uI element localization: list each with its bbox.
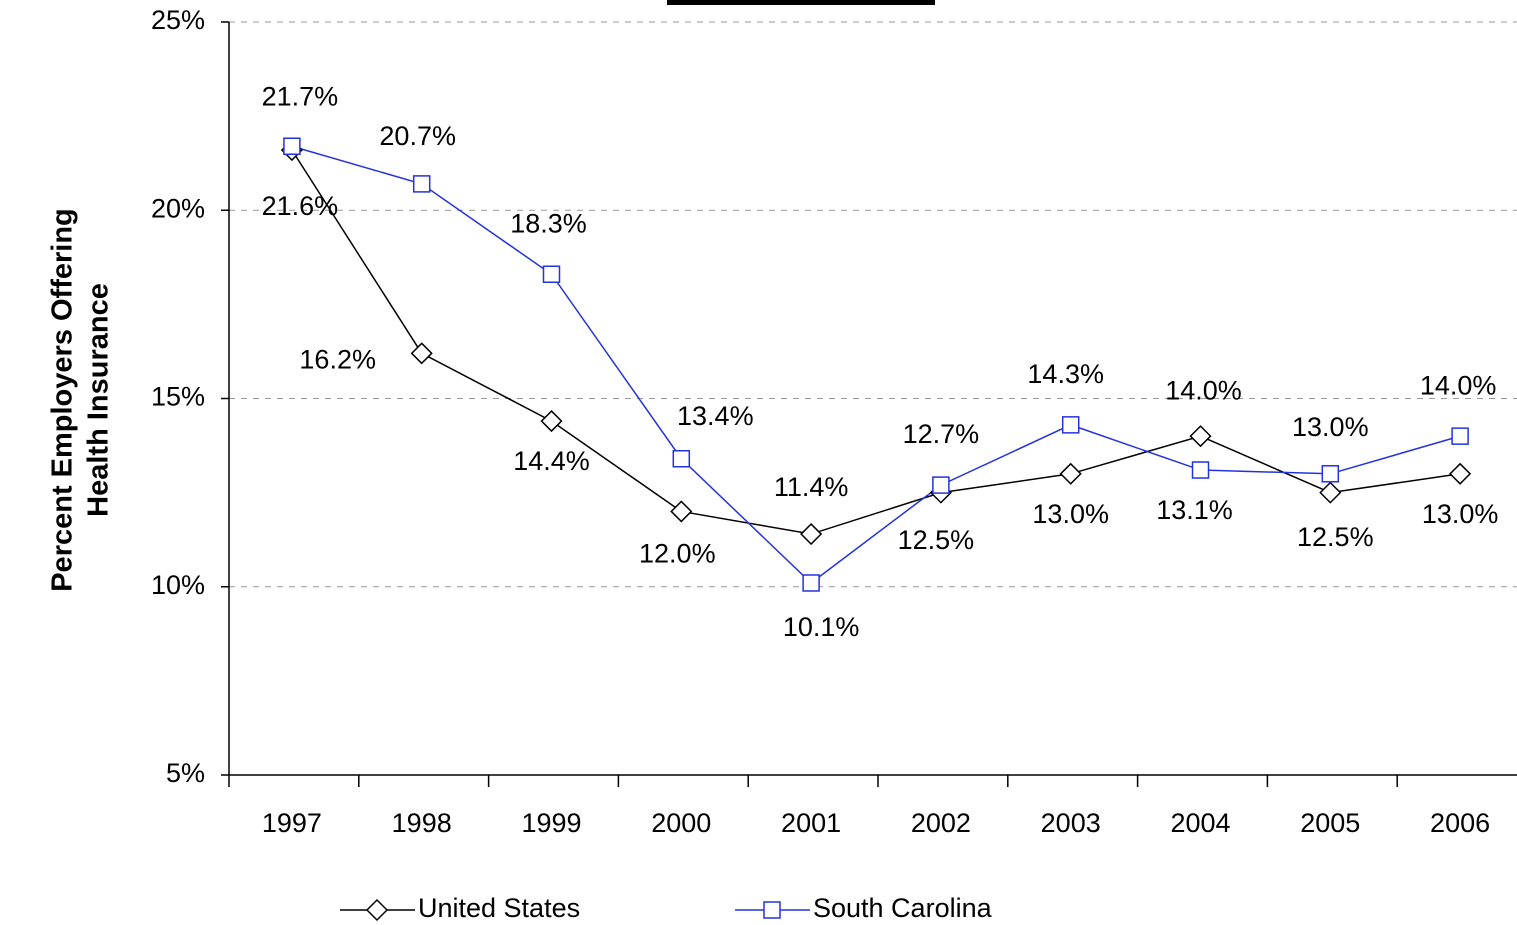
marker bbox=[1191, 461, 1210, 479]
data-label: 21.7% bbox=[262, 81, 339, 111]
data-label: 12.7% bbox=[903, 419, 980, 449]
x-tick-label: 2003 bbox=[1041, 808, 1101, 838]
x-tick-label: 1998 bbox=[392, 808, 452, 838]
data-label: 16.2% bbox=[299, 344, 376, 374]
y-tick-label: 25% bbox=[151, 5, 205, 35]
marker bbox=[1059, 462, 1082, 485]
marker bbox=[802, 574, 820, 592]
x-tick-label: 1999 bbox=[521, 808, 581, 838]
y-tick-label: 20% bbox=[151, 193, 205, 223]
y-tick-label: 10% bbox=[151, 570, 205, 600]
marker bbox=[365, 898, 389, 922]
x-tick-label: 2002 bbox=[911, 808, 971, 838]
data-label: 13.0% bbox=[1422, 499, 1499, 529]
marker bbox=[283, 137, 301, 155]
x-tick-label: 2005 bbox=[1300, 808, 1360, 838]
marker bbox=[540, 410, 563, 433]
marker bbox=[1449, 462, 1472, 485]
data-label: 14.4% bbox=[513, 446, 590, 476]
marker bbox=[1451, 427, 1469, 445]
marker bbox=[1061, 416, 1080, 434]
y-tick-label: 5% bbox=[166, 758, 205, 788]
marker bbox=[672, 449, 691, 468]
data-label: 14.0% bbox=[1165, 375, 1242, 405]
y-axis-title: Health Insurance bbox=[83, 283, 115, 517]
data-label: 13.0% bbox=[1292, 412, 1369, 442]
data-label: 13.1% bbox=[1156, 495, 1233, 525]
x-tick-label: 2000 bbox=[651, 808, 711, 838]
y-tick-label: 15% bbox=[151, 382, 205, 412]
legend-label: United States bbox=[418, 893, 580, 923]
x-tick-label: 2001 bbox=[781, 808, 841, 838]
marker bbox=[763, 901, 781, 919]
data-label: 13.4% bbox=[677, 401, 754, 431]
legend-label: South Carolina bbox=[813, 893, 993, 923]
marker bbox=[800, 522, 823, 546]
data-label: 12.0% bbox=[639, 539, 716, 569]
title-bar bbox=[667, 0, 935, 5]
data-label: 14.0% bbox=[1420, 370, 1497, 400]
marker bbox=[410, 342, 433, 365]
data-label: 13.0% bbox=[1032, 499, 1109, 529]
series-line bbox=[291, 145, 1461, 584]
marker bbox=[1321, 465, 1340, 483]
y-axis-title: Percent Employers Offering bbox=[47, 208, 79, 592]
marker bbox=[1319, 481, 1342, 504]
x-tick-label: 2004 bbox=[1170, 808, 1230, 838]
data-label: 12.5% bbox=[1297, 522, 1374, 552]
x-tick-label: 2006 bbox=[1430, 808, 1490, 838]
data-label: 10.1% bbox=[783, 612, 860, 642]
x-tick-label: 1997 bbox=[262, 808, 322, 838]
marker bbox=[542, 265, 561, 284]
data-label: 11.4% bbox=[774, 472, 849, 502]
data-label: 20.7% bbox=[379, 121, 456, 151]
data-label: 18.3% bbox=[510, 208, 587, 238]
marker bbox=[932, 476, 950, 494]
series-line bbox=[291, 149, 1461, 535]
data-label: 14.3% bbox=[1027, 359, 1104, 389]
data-label: 12.5% bbox=[898, 525, 975, 555]
marker bbox=[1189, 425, 1212, 448]
data-label: 21.6% bbox=[262, 191, 339, 221]
marker bbox=[670, 500, 693, 523]
marker bbox=[412, 175, 431, 193]
